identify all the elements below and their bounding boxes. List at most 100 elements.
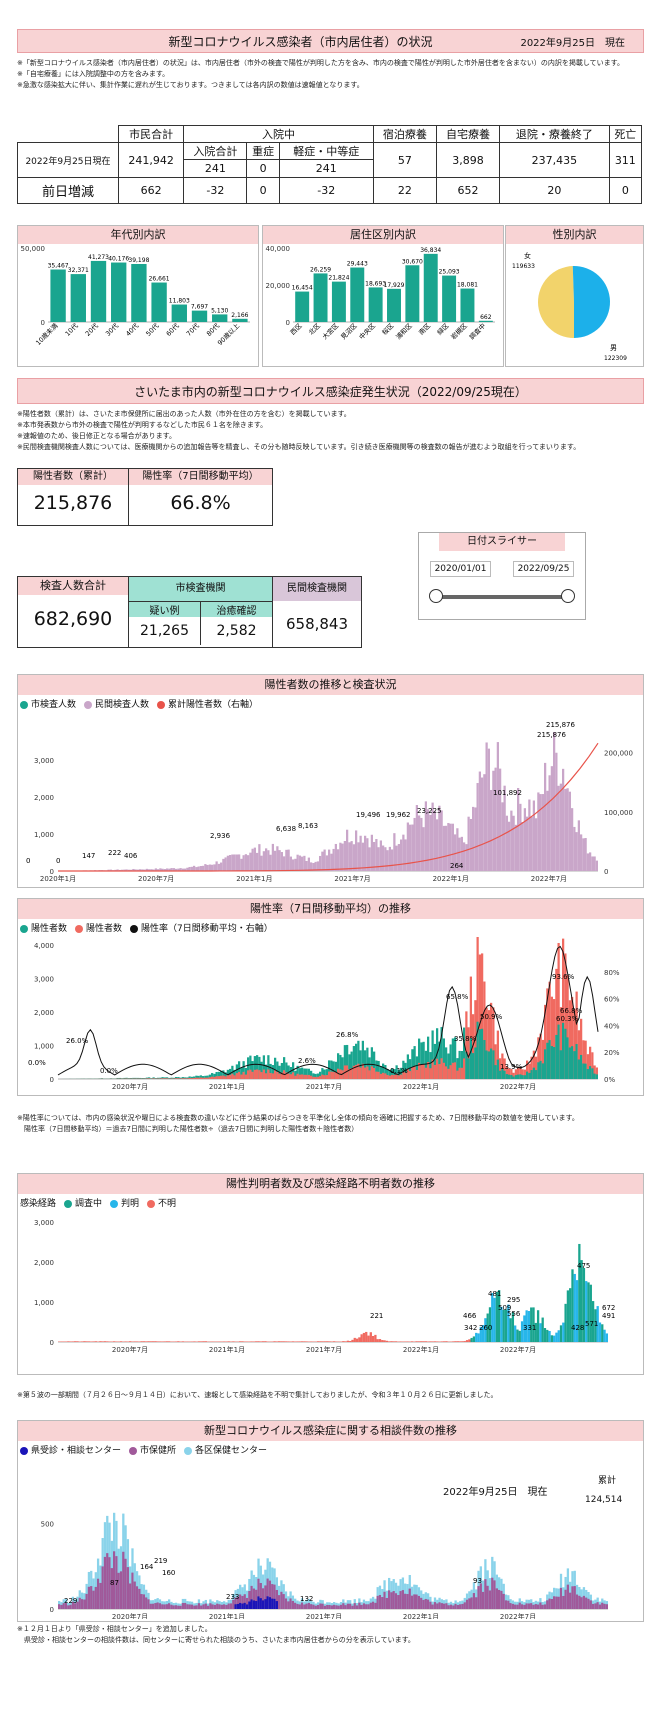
positive-bar	[166, 1077, 169, 1079]
slider-handle-end[interactable]	[561, 589, 575, 603]
private-test-bar	[517, 787, 520, 871]
positive-bar	[415, 1056, 418, 1079]
private-test-bar	[141, 869, 144, 871]
private-test-bar	[166, 868, 169, 871]
private-test-bar	[465, 844, 468, 871]
route-bar	[177, 1341, 180, 1342]
positive-bar	[577, 1030, 580, 1079]
c4-note-1: ※１２月１日より「県受診・相談センター」を追加しました。	[17, 1625, 212, 1633]
private-test-bar	[346, 829, 349, 871]
city-health-bar	[78, 1597, 81, 1609]
city-health-bar	[465, 1599, 469, 1609]
chart3-panel: 陽性判明者数及び感染経路不明者数の推移 感染経路 調査中 判明 不明 0 1,00…	[17, 1173, 644, 1375]
positive-bar	[271, 1065, 274, 1079]
route-bar	[514, 1325, 517, 1342]
cat-label-8: 緑区	[435, 321, 451, 337]
route-bar	[488, 1307, 492, 1342]
x-tick: 2022年7月	[531, 874, 567, 883]
city-health-bar	[103, 1556, 107, 1609]
private-test-bar	[553, 732, 556, 871]
positive-bar	[442, 1038, 445, 1079]
positive-bar	[413, 1046, 416, 1079]
private-test-bar	[379, 840, 382, 871]
cumulative-label: 0	[56, 857, 60, 865]
positive-bar-lower	[251, 1071, 254, 1079]
positive-bar-lower	[564, 1028, 567, 1079]
chart4-panel: 新型コロナウイルス感染症に関する相談件数の推移 県受診・相談センター 市保健所 …	[17, 1420, 644, 1622]
slider-start-date[interactable]: 2020/01/01	[429, 561, 492, 577]
positive-bar	[530, 1056, 533, 1079]
city-health-bar	[353, 1603, 356, 1609]
route-bar	[140, 1341, 143, 1342]
positive-bar	[521, 1069, 524, 1079]
private-test-bar	[307, 857, 310, 871]
ward-panel-title: 居住区別内訳	[263, 226, 503, 244]
positive-bar-lower	[238, 1071, 241, 1079]
route-bar	[548, 1331, 551, 1342]
tests-box: 検査人数合計 682,690	[17, 576, 129, 648]
private-test-bar	[253, 847, 256, 871]
city-health-bar	[589, 1600, 592, 1609]
slider-end-date[interactable]: 2022/09/25	[512, 561, 575, 577]
bar-9	[460, 288, 475, 322]
diff-label: 前日増減	[17, 177, 119, 204]
city-health-bar	[328, 1605, 331, 1609]
bar-label-2: 41,273	[88, 254, 109, 261]
positive-bar	[458, 1050, 461, 1079]
positive-bar	[379, 1066, 382, 1079]
y-tick-right: 0	[604, 868, 608, 876]
private-test-bar	[303, 855, 306, 871]
positive-bar	[460, 1051, 463, 1079]
city-health-bar	[603, 1603, 606, 1609]
positive-bar-lower	[159, 1078, 162, 1079]
route-bar	[168, 1341, 171, 1342]
bar-7	[191, 310, 208, 322]
city-health-bar	[358, 1602, 361, 1609]
positive-bar-lower	[391, 1074, 394, 1079]
positive-bar	[199, 1075, 202, 1079]
positive-bar-lower	[321, 1074, 324, 1079]
cat-label-0: 10歳未満	[34, 321, 60, 347]
city-health-bar	[349, 1603, 352, 1609]
positive-bar	[118, 1077, 121, 1079]
positive-bar	[487, 1010, 490, 1079]
positive-bar-lower	[586, 1069, 589, 1079]
private-test-bar	[519, 803, 522, 871]
slider-handle-start[interactable]	[429, 589, 443, 603]
city-health-bar	[273, 1584, 276, 1609]
positive-bar	[332, 1061, 335, 1079]
private-test-bar	[415, 805, 418, 871]
route-bar	[69, 1341, 72, 1342]
pref-center-bar	[234, 1604, 237, 1609]
positive-bar-lower	[332, 1071, 335, 1079]
consult-label: 87	[110, 1579, 119, 1587]
route-bar	[516, 1329, 519, 1342]
positive-bar-lower	[440, 1058, 443, 1079]
positive-bar	[422, 1041, 425, 1079]
y-tick-left: 0	[50, 868, 54, 876]
positive-bar	[584, 1040, 587, 1079]
note-1: ※「新型コロナウイルス感染者（市内居住者）の状況」は、市内居住者（市外の検査で陽…	[17, 59, 624, 67]
private-test-bar	[370, 834, 373, 871]
positive-bar	[233, 1069, 236, 1079]
city-health-bar	[58, 1604, 61, 1609]
x-tick: 2022年7月	[500, 1082, 536, 1091]
route-bar	[94, 1341, 97, 1342]
positive-bar-lower	[382, 1072, 385, 1079]
slider-dates: 2020/01/01 2022/09/25	[419, 561, 585, 577]
private-test-bar	[436, 819, 439, 871]
positive-bar-lower	[204, 1077, 207, 1079]
positive-bar-lower	[166, 1078, 169, 1079]
cumulative-label: 2,936	[210, 832, 231, 840]
route-bar	[259, 1341, 262, 1342]
route-label: 295	[507, 1296, 520, 1304]
route-bar	[463, 1341, 466, 1342]
positive-bar	[424, 1050, 427, 1079]
slider-track[interactable]	[437, 595, 567, 599]
private-test-bar	[107, 869, 110, 871]
positive-bar	[438, 1041, 441, 1079]
val-citizen: 241,942	[117, 142, 185, 178]
city-health-bar	[177, 1605, 180, 1609]
bar-label-8: 5,130	[211, 307, 228, 314]
positive-bar-lower	[589, 1066, 592, 1079]
